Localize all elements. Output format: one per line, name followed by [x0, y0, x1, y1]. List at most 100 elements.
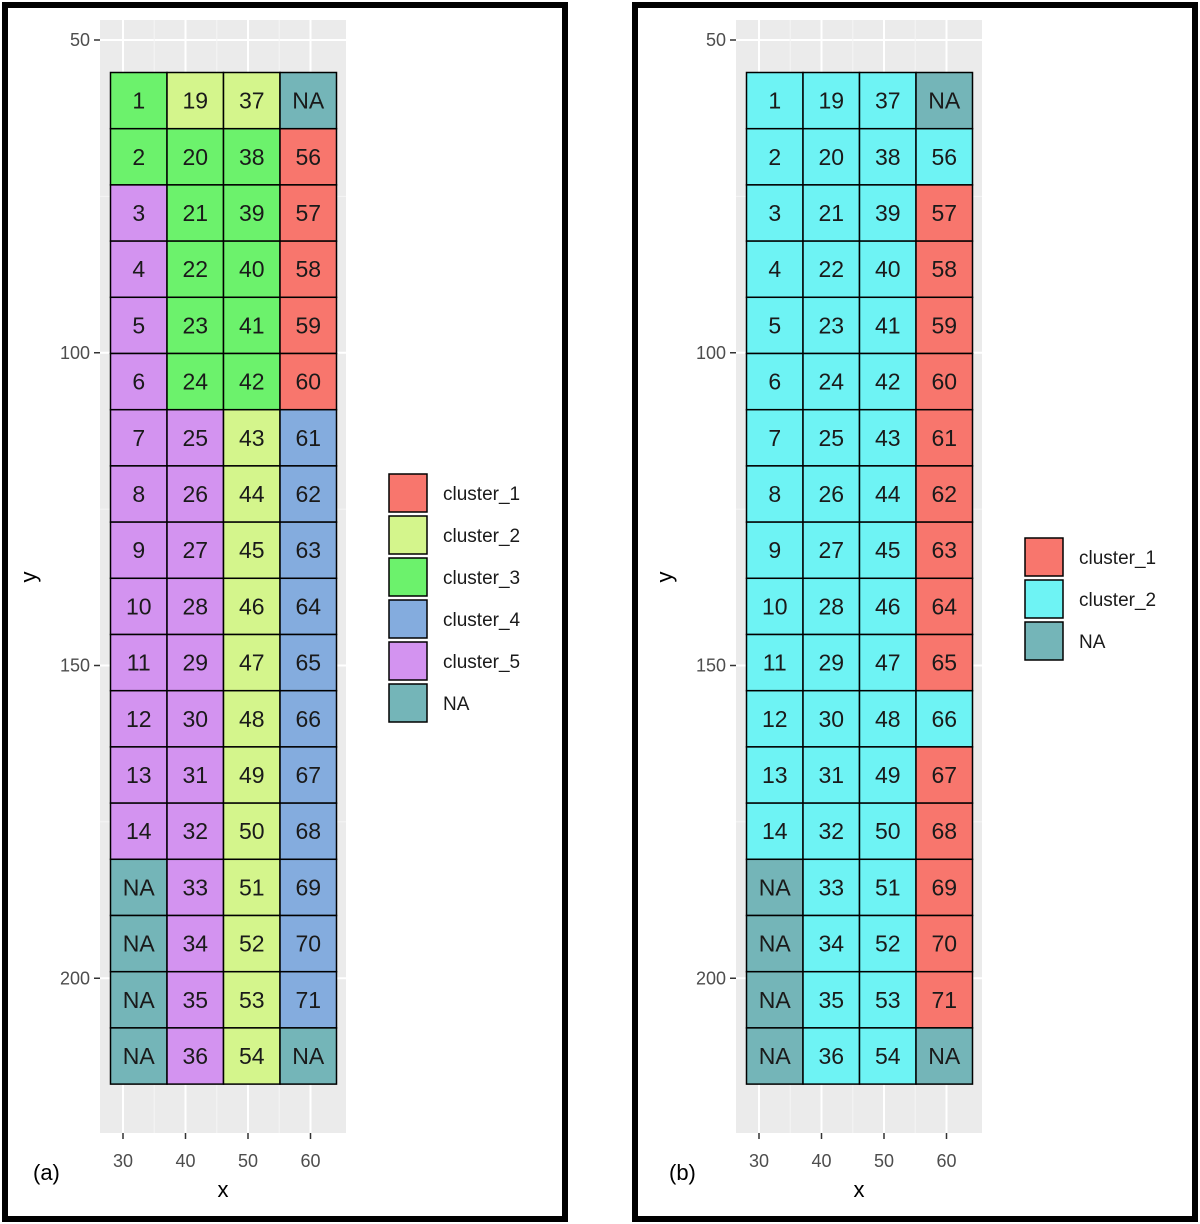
x-axis-title: x [218, 1177, 229, 1202]
tile [915, 352, 974, 411]
tile [109, 296, 168, 355]
tile-label: 68 [295, 818, 321, 844]
tile-label: 1 [132, 88, 145, 114]
tile-label: 29 [818, 650, 844, 676]
tile-label: 25 [182, 425, 208, 451]
tile [915, 1027, 974, 1085]
tile-label: NA [759, 931, 792, 957]
tile [745, 240, 804, 299]
tile-label: 35 [818, 987, 844, 1013]
tile-label: 26 [818, 481, 844, 507]
tile [745, 127, 804, 186]
tile-label: 47 [239, 650, 265, 676]
tile [915, 970, 974, 1029]
tile-label: 7 [132, 425, 145, 451]
tile-label: 70 [931, 931, 957, 957]
tile [915, 240, 974, 299]
tile [858, 127, 917, 186]
tile [166, 1027, 225, 1085]
tile [166, 240, 225, 299]
tile [802, 408, 861, 467]
tile-label: 10 [126, 593, 152, 619]
tile [802, 802, 861, 861]
tile [915, 746, 974, 804]
tile-label: 71 [295, 987, 321, 1013]
tile-label: 64 [931, 593, 957, 619]
y-tick-label: 150 [696, 656, 726, 676]
tile [222, 1027, 281, 1085]
panel-tag: (b) [669, 1160, 696, 1185]
tile [222, 408, 281, 467]
legend-label: cluster_2 [1079, 590, 1156, 611]
tile [279, 802, 338, 861]
legend-key [388, 599, 428, 639]
tile-label: 71 [931, 987, 957, 1013]
tile-label: 40 [875, 256, 901, 282]
tile-label: 69 [295, 874, 321, 900]
tile [166, 127, 225, 186]
tile [915, 577, 974, 636]
tile-label: 25 [818, 425, 844, 451]
tiles: 1234567891011121314NANANANA1920212223242… [745, 71, 974, 1085]
tile-label: 36 [182, 1043, 208, 1069]
tile-label: 37 [875, 88, 901, 114]
tile-label: 8 [768, 481, 781, 507]
y-tick-label: 100 [696, 343, 726, 363]
tile-label: 51 [239, 874, 265, 900]
tile [745, 408, 804, 467]
tile-label: 10 [762, 593, 788, 619]
tile-label: 67 [295, 762, 321, 788]
tile-label: 19 [818, 88, 844, 114]
tile [109, 802, 168, 861]
tile-label: 13 [762, 762, 788, 788]
tile-label: 6 [768, 369, 781, 395]
tile-label: 31 [182, 762, 208, 788]
legend-label: cluster_1 [1079, 548, 1156, 569]
tile-label: 47 [875, 650, 901, 676]
tile-label: 39 [875, 200, 901, 226]
tile-label: 30 [818, 706, 844, 732]
y-tick-label: 150 [60, 656, 90, 676]
x-tick-label: 40 [811, 1151, 831, 1171]
y-tick-label: 200 [60, 968, 90, 988]
tile [222, 184, 281, 242]
tile-label: 28 [818, 593, 844, 619]
tile [166, 71, 225, 130]
tile [109, 521, 168, 580]
tile-label: 1 [768, 88, 781, 114]
x-tick-label: 30 [113, 1151, 133, 1171]
tile-label: 53 [239, 987, 265, 1013]
tile-label: 14 [762, 818, 788, 844]
tile [745, 184, 804, 242]
tile-label: 21 [818, 200, 844, 226]
legend-key [388, 683, 428, 723]
tile-label: 35 [182, 987, 208, 1013]
tile [222, 577, 281, 636]
tile-label: 65 [295, 650, 321, 676]
tile [279, 71, 338, 130]
tiles: 1234567891011121314NANANANA1920212223242… [109, 71, 338, 1085]
tile-label: 43 [239, 425, 265, 451]
tile-label: 31 [818, 762, 844, 788]
tile [279, 184, 338, 242]
tile [222, 914, 281, 973]
tile-label: 44 [875, 481, 901, 507]
tile-label: 22 [818, 256, 844, 282]
tile [802, 127, 861, 186]
tile-label: NA [123, 987, 156, 1013]
tile [858, 465, 917, 523]
tile [858, 746, 917, 804]
tile-label: 29 [182, 650, 208, 676]
tile-label: 51 [875, 874, 901, 900]
tile [109, 408, 168, 467]
legend-label: NA [443, 694, 470, 715]
tile [858, 521, 917, 580]
tile [166, 352, 225, 411]
tile-label: 59 [295, 312, 321, 338]
tile [858, 352, 917, 411]
tile-label: 41 [239, 312, 265, 338]
tile [802, 465, 861, 523]
tile-label: 59 [931, 312, 957, 338]
tile-label: 34 [182, 931, 208, 957]
tile-label: 27 [818, 537, 844, 563]
